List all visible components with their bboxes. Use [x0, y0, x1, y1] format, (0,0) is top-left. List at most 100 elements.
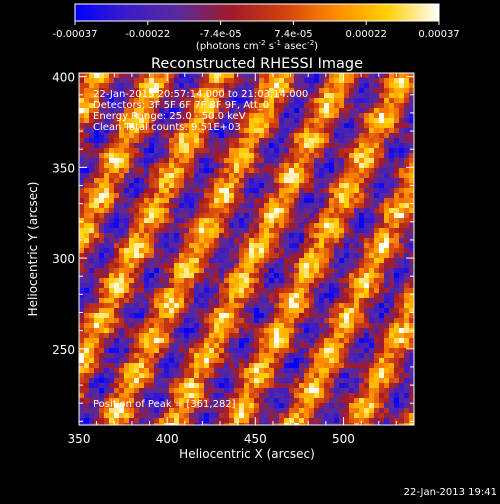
heatmap-cell [159, 168, 165, 174]
heatmap-cell [279, 168, 285, 174]
heatmap-cell [114, 348, 120, 354]
heatmap-cell [399, 358, 405, 364]
heatmap-cell [249, 103, 255, 109]
heatmap-cell [134, 93, 140, 99]
heatmap-cell [204, 113, 210, 119]
heatmap-cell [264, 398, 270, 404]
heatmap-cell [299, 378, 305, 384]
heatmap-cell [299, 343, 305, 349]
heatmap-cell [394, 273, 400, 279]
heatmap-cell [334, 268, 340, 274]
heatmap-cell [129, 238, 135, 244]
heatmap-cell [139, 98, 145, 104]
heatmap-cell [89, 143, 95, 149]
heatmap-cell [319, 163, 325, 169]
heatmap-cell [109, 138, 115, 144]
heatmap-cell [404, 418, 410, 424]
heatmap-cell [164, 398, 170, 404]
heatmap-cell [324, 158, 330, 164]
heatmap-cell [254, 408, 260, 414]
heatmap-cell [304, 338, 310, 344]
heatmap-cell [354, 408, 360, 414]
heatmap-cell [379, 198, 385, 204]
heatmap-cell [79, 383, 85, 389]
heatmap-cell [114, 298, 120, 304]
heatmap-cell [239, 293, 245, 299]
heatmap-cell [384, 243, 390, 249]
heatmap-cell [294, 168, 300, 174]
heatmap-cell [309, 183, 315, 189]
heatmap-cell [319, 178, 325, 184]
heatmap-cell [384, 228, 390, 234]
heatmap-cell [94, 268, 100, 274]
heatmap-cell [349, 318, 355, 324]
heatmap-cell [169, 328, 175, 334]
heatmap-cell [154, 258, 160, 264]
heatmap-cell [369, 248, 375, 254]
heatmap-cell [409, 333, 415, 339]
heatmap-cell [279, 128, 285, 134]
heatmap-cell [329, 188, 335, 194]
heatmap-cell [229, 108, 235, 114]
heatmap-cell [269, 248, 275, 254]
heatmap-cell [249, 333, 255, 339]
heatmap-cell [204, 148, 210, 154]
heatmap-cell [149, 183, 155, 189]
heatmap-cell [224, 138, 230, 144]
heatmap-cell [274, 113, 280, 119]
heatmap-cell [119, 218, 125, 224]
heatmap-cell [269, 168, 275, 174]
heatmap-cell [369, 163, 375, 169]
heatmap-cell [104, 293, 110, 299]
heatmap-cell [259, 338, 265, 344]
heatmap-cell [229, 163, 235, 169]
heatmap-cell [84, 328, 90, 334]
heatmap-cell [394, 168, 400, 174]
heatmap-cell [109, 283, 115, 289]
heatmap-cell [269, 113, 275, 119]
heatmap-cell [374, 403, 380, 409]
heatmap-cell [299, 78, 305, 84]
heatmap-cell [209, 293, 215, 299]
heatmap-cell [229, 158, 235, 164]
heatmap-cell [404, 313, 410, 319]
heatmap-cell [324, 208, 330, 214]
heatmap-cell [194, 88, 200, 94]
heatmap-cell [204, 83, 210, 89]
heatmap-cell [169, 133, 175, 139]
heatmap-cell [354, 263, 360, 269]
heatmap-cell [394, 298, 400, 304]
heatmap-cell [194, 413, 200, 419]
heatmap-cell [364, 403, 370, 409]
heatmap-cell [189, 123, 195, 129]
heatmap-cell [244, 103, 250, 109]
heatmap-cell [299, 88, 305, 94]
heatmap-cell [269, 83, 275, 89]
heatmap-cell [259, 388, 265, 394]
heatmap-cell [249, 173, 255, 179]
heatmap-cell [89, 193, 95, 199]
heatmap-cell [379, 193, 385, 199]
heatmap-cell [249, 328, 255, 334]
heatmap-cell [254, 188, 260, 194]
heatmap-cell [144, 388, 150, 394]
heatmap-cell [114, 333, 120, 339]
heatmap-cell [89, 258, 95, 264]
heatmap-cell [234, 218, 240, 224]
heatmap-cell [124, 398, 130, 404]
heatmap-cell [329, 153, 335, 159]
heatmap-cell [149, 403, 155, 409]
heatmap-cell [369, 383, 375, 389]
heatmap-cell [339, 223, 345, 229]
heatmap-cell [134, 298, 140, 304]
heatmap-cell [254, 253, 260, 259]
heatmap-cell [314, 213, 320, 219]
heatmap-cell [344, 113, 350, 119]
heatmap-cell [329, 198, 335, 204]
heatmap-cell [169, 298, 175, 304]
heatmap-cell [304, 223, 310, 229]
heatmap-cell [109, 133, 115, 139]
heatmap-cell [269, 188, 275, 194]
heatmap-cell [239, 123, 245, 129]
heatmap-cell [259, 318, 265, 324]
